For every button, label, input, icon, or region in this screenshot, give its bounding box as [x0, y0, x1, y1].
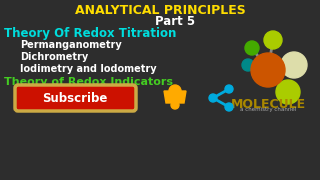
Text: Theory Of Redox Titration: Theory Of Redox Titration — [4, 27, 176, 40]
Circle shape — [242, 59, 254, 71]
Circle shape — [209, 94, 217, 102]
Circle shape — [225, 85, 233, 93]
Text: Theory of Redox Indicators: Theory of Redox Indicators — [4, 77, 173, 87]
Circle shape — [251, 53, 285, 87]
Text: a chemistry channel: a chemistry channel — [240, 107, 296, 112]
Circle shape — [169, 85, 181, 97]
Circle shape — [171, 101, 179, 109]
Text: Part 5: Part 5 — [155, 15, 195, 28]
Circle shape — [225, 103, 233, 111]
Text: Permanganometry: Permanganometry — [20, 40, 122, 50]
Circle shape — [276, 80, 300, 104]
Text: Dichrometry: Dichrometry — [20, 52, 88, 62]
Text: Subscribe: Subscribe — [42, 91, 108, 105]
Circle shape — [245, 41, 259, 55]
Text: Iodimetry and Iodometry: Iodimetry and Iodometry — [20, 64, 156, 74]
Circle shape — [281, 52, 307, 78]
Text: ANALYTICAL PRINCIPLES: ANALYTICAL PRINCIPLES — [75, 4, 245, 17]
Circle shape — [264, 31, 282, 49]
Polygon shape — [164, 91, 186, 103]
Text: MOLECULE: MOLECULE — [230, 98, 306, 111]
FancyBboxPatch shape — [15, 85, 136, 111]
